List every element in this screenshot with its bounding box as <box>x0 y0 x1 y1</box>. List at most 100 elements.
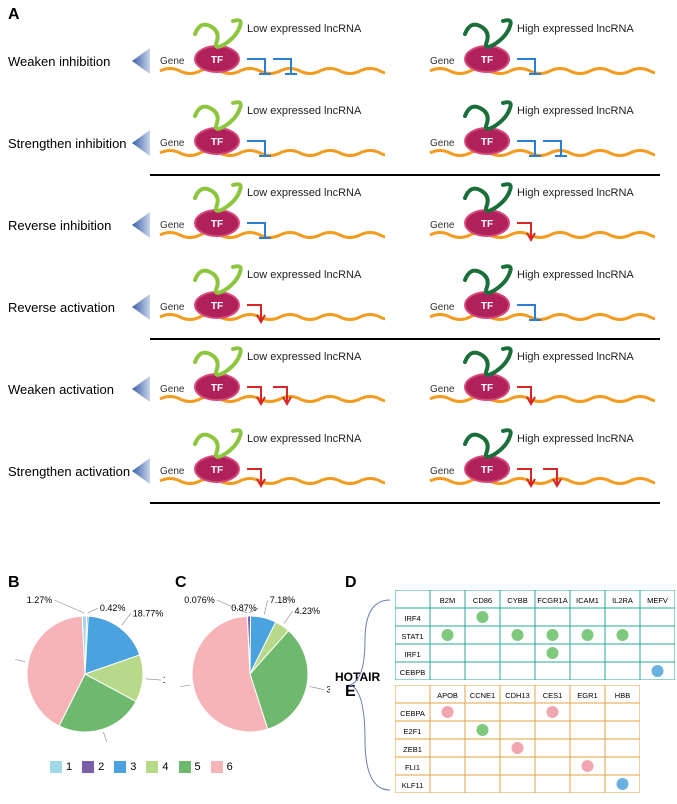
svg-text:TF: TF <box>481 383 493 394</box>
triangle-icon <box>132 210 152 240</box>
svg-text:4.23%: 4.23% <box>295 606 321 616</box>
pie-c: 0.076%0.87%7.18%4.23%33.50%54.14% <box>180 592 330 742</box>
svg-text:TF: TF <box>211 383 223 394</box>
svg-text:0.076%: 0.076% <box>184 595 215 605</box>
divider <box>150 174 660 176</box>
schematic-left: Gene TF Low expressed lncRNA <box>155 16 385 94</box>
bracket <box>345 590 400 800</box>
schematic-left: Gene TF Low expressed lncRNA <box>155 344 385 422</box>
svg-text:ICAM1: ICAM1 <box>576 596 599 605</box>
svg-text:Gene: Gene <box>430 302 455 313</box>
schematic-right: Gene TF High expressed lncRNA <box>425 426 655 504</box>
svg-text:FLI1: FLI1 <box>405 763 420 772</box>
legend-item: 1 <box>50 761 72 773</box>
panel-c-label: C <box>175 574 187 592</box>
svg-text:7.18%: 7.18% <box>270 595 296 605</box>
svg-text:CYBB: CYBB <box>507 596 527 605</box>
schematic-left: Gene TF Low expressed lncRNA <box>155 180 385 258</box>
svg-text:0.42%: 0.42% <box>100 603 126 613</box>
svg-text:Low expressed lncRNA: Low expressed lncRNA <box>247 23 362 35</box>
svg-text:MEFV: MEFV <box>647 596 668 605</box>
svg-text:Gene: Gene <box>430 220 455 231</box>
svg-text:Low expressed lncRNA: Low expressed lncRNA <box>247 105 362 117</box>
panel-a-label: A <box>8 6 20 24</box>
svg-text:IL2RA: IL2RA <box>612 596 633 605</box>
panel-b-label: B <box>8 574 20 592</box>
svg-text:FCGR1A: FCGR1A <box>537 596 567 605</box>
svg-text:CEBPA: CEBPA <box>400 709 425 718</box>
svg-text:Low expressed lncRNA: Low expressed lncRNA <box>247 351 362 363</box>
svg-text:TF: TF <box>211 137 223 148</box>
row-label: Weaken inhibition <box>8 54 110 69</box>
legend-item: 2 <box>82 761 104 773</box>
row-label: Strengthen activation <box>8 464 130 479</box>
table-d: B2M CD86 CYBB FCGR1A ICAM1 IL2RA MEFV IRF4 STAT1… <box>395 590 675 685</box>
svg-text:TF: TF <box>481 137 493 148</box>
svg-text:Low expressed lncRNA: Low expressed lncRNA <box>247 269 362 281</box>
schematic-right: GeneTFHigh expressed lncRNA <box>425 16 655 94</box>
svg-text:IRF4: IRF4 <box>404 614 420 623</box>
svg-text:Gene: Gene <box>160 384 185 395</box>
svg-text:0.87%: 0.87% <box>231 603 257 613</box>
svg-text:High expressed lncRNA: High expressed lncRNA <box>517 433 634 445</box>
svg-text:33.50%: 33.50% <box>326 685 330 695</box>
triangle-icon <box>132 46 152 76</box>
svg-text:ZEB1: ZEB1 <box>403 745 422 754</box>
triangle-icon <box>132 374 152 404</box>
svg-text:High expressed lncRNA: High expressed lncRNA <box>517 187 634 199</box>
svg-text:High expressed lncRNA: High expressed lncRNA <box>517 23 634 35</box>
legend: 123456 <box>50 760 243 778</box>
svg-text:Low expressed lncRNA: Low expressed lncRNA <box>247 433 362 445</box>
svg-text:High expressed lncRNA: High expressed lncRNA <box>517 105 634 117</box>
row-label: Weaken activation <box>8 382 114 397</box>
svg-text:TF: TF <box>211 301 223 312</box>
svg-text:1.27%: 1.27% <box>27 595 53 605</box>
triangle-icon <box>132 292 152 322</box>
svg-text:IRF1: IRF1 <box>404 650 420 659</box>
schematic-left: Gene TF Low expressed lncRNA <box>155 98 385 176</box>
svg-text:CEBPB: CEBPB <box>400 668 425 677</box>
svg-text:Gene: Gene <box>160 138 185 149</box>
svg-text:Low expressed lncRNA: Low expressed lncRNA <box>247 187 362 199</box>
svg-text:CD86: CD86 <box>473 596 492 605</box>
svg-text:TF: TF <box>481 465 493 476</box>
svg-text:TF: TF <box>481 219 493 230</box>
svg-text:CDH13: CDH13 <box>505 691 530 700</box>
legend-item: 5 <box>179 761 201 773</box>
svg-text:TF: TF <box>481 301 493 312</box>
svg-text:E2F1: E2F1 <box>404 727 422 736</box>
row-label: Reverse inhibition <box>8 218 111 233</box>
svg-text:Gene: Gene <box>430 384 455 395</box>
svg-text:EGR1: EGR1 <box>577 691 597 700</box>
divider <box>150 502 660 504</box>
svg-text:B2M: B2M <box>440 596 455 605</box>
legend-item: 6 <box>211 761 233 773</box>
svg-text:TF: TF <box>211 465 223 476</box>
table-e: APOBCCNE1CDH13CES1EGR1HBBCEBPAE2F1ZEB1FL… <box>395 685 640 798</box>
svg-text:CCNE1: CCNE1 <box>470 691 495 700</box>
svg-text:Gene: Gene <box>160 56 185 67</box>
svg-text:TF: TF <box>481 55 493 66</box>
svg-text:KLF11: KLF11 <box>402 781 424 790</box>
svg-text:TF: TF <box>211 55 223 66</box>
schematic-right: GeneTFHigh expressed lncRNA <box>425 344 655 422</box>
svg-text:Gene: Gene <box>430 138 455 149</box>
row-label: Reverse activation <box>8 300 115 315</box>
svg-text:APOB: APOB <box>437 691 458 700</box>
svg-text:TF: TF <box>211 219 223 230</box>
svg-text:High expressed lncRNA: High expressed lncRNA <box>517 269 634 281</box>
divider <box>150 338 660 340</box>
schematic-left: Gene TF Low expressed lncRNA <box>155 262 385 340</box>
svg-text:Gene: Gene <box>160 220 185 231</box>
svg-text:13.20%: 13.20% <box>163 675 165 685</box>
svg-text:STAT1: STAT1 <box>401 632 423 641</box>
row-label: Strengthen inhibition <box>8 136 127 151</box>
svg-text:Gene: Gene <box>160 302 185 313</box>
svg-text:Gene: Gene <box>160 466 185 477</box>
svg-text:Gene: Gene <box>430 466 455 477</box>
schematic-left: Gene TF Low expressed lncRNA <box>155 426 385 504</box>
legend-item: 4 <box>146 761 168 773</box>
svg-text:CES1: CES1 <box>543 691 563 700</box>
triangle-icon <box>132 456 152 486</box>
svg-text:24.49%: 24.49% <box>110 741 141 742</box>
